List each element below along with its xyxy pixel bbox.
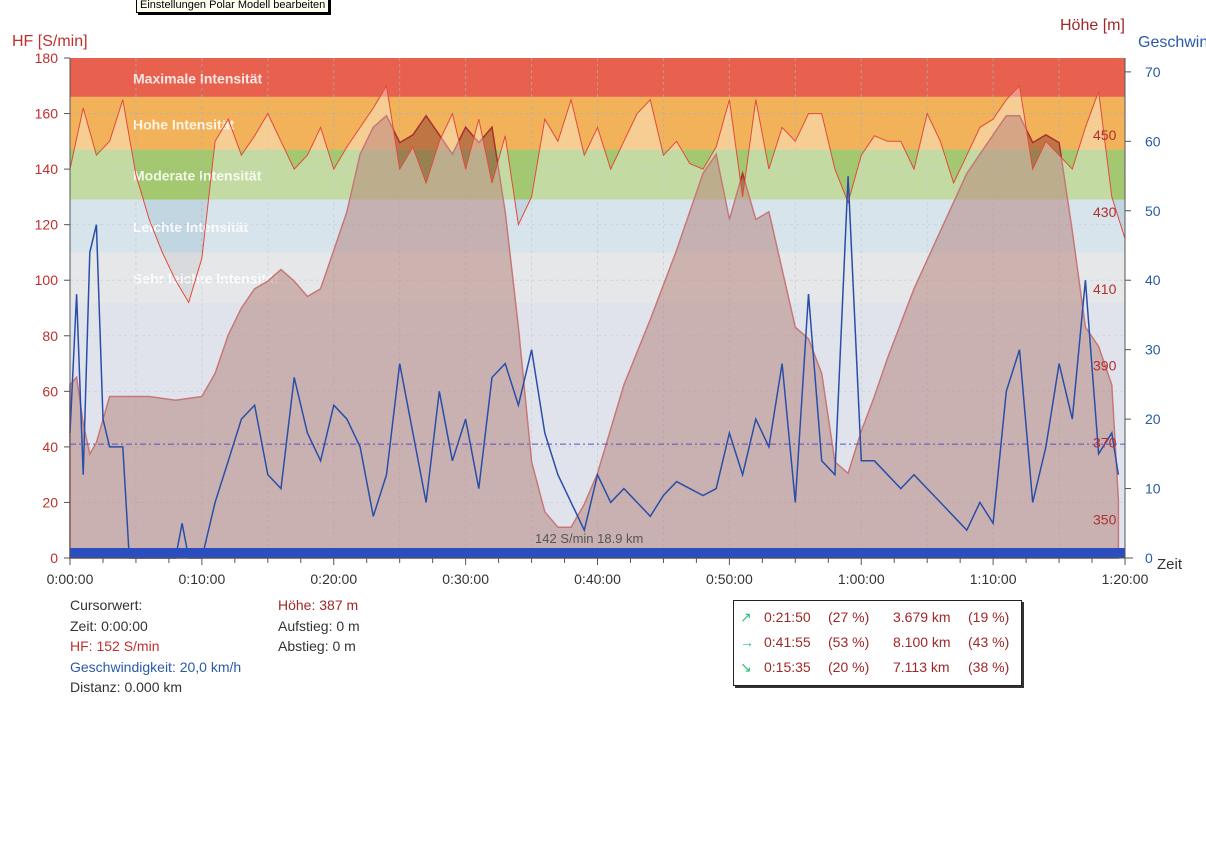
altitude-tick-label: 350 <box>1093 512 1117 528</box>
cursor-speed: Geschwindigkeit: 20,0 km/h <box>70 658 242 675</box>
speed-tick-label: 60 <box>1145 133 1161 149</box>
time-tick-label: 0:00:00 <box>47 571 94 587</box>
hf-area <box>69 84 1126 559</box>
summary-km-pct: (19 %) <box>968 609 1010 625</box>
time-tick-label: 0:40:00 <box>574 571 621 587</box>
cursor-zeit: Zeit: 0:00:00 <box>70 617 148 634</box>
cursor-aufstieg: Aufstieg: 0 m <box>278 617 360 634</box>
summary-row: ↘ 0:15:35 (20 %) 7.113 km (38 %) <box>734 659 1021 679</box>
altitude-tick-label: 370 <box>1093 435 1117 451</box>
speed-tick-label: 70 <box>1145 64 1161 80</box>
time-tick-label: 0:50:00 <box>706 571 753 587</box>
footer-label: 142 S/min 18.9 km <box>535 531 643 546</box>
speed-tick-label: 10 <box>1145 481 1161 497</box>
speed-tick-label: 40 <box>1145 272 1161 288</box>
altitude-area <box>69 114 1120 559</box>
time-tick-label: 1:10:00 <box>970 571 1017 587</box>
hf-tick-label: 20 <box>42 494 58 510</box>
hf-tick-label: 100 <box>35 272 59 288</box>
speed-tick-label: 0 <box>1145 550 1153 566</box>
summary-time: 0:21:50 <box>764 609 811 625</box>
summary-time-pct: (20 %) <box>828 659 870 675</box>
time-tick-label: 1:00:00 <box>838 571 885 587</box>
summary-time-pct: (27 %) <box>828 609 870 625</box>
speed-tick-label: 20 <box>1145 411 1161 427</box>
zone-label: Maximale Intensität <box>133 70 262 86</box>
summary-row: ↗ 0:21:50 (27 %) 3.679 km (19 %) <box>734 609 1021 629</box>
time-tick-label: 0:20:00 <box>310 571 357 587</box>
zone-label: Moderate Intensität <box>133 168 262 184</box>
altitude-tick-label: 410 <box>1093 281 1117 297</box>
cursor-hoehe: Höhe: 387 m <box>278 597 359 613</box>
zone-label: Hohe Intensität <box>133 116 234 132</box>
summary-box: ↗ 0:21:50 (27 %) 3.679 km (19 %) → 0:41:… <box>733 600 1022 686</box>
hf-tick-label: 120 <box>35 217 59 233</box>
summary-km-pct: (38 %) <box>968 659 1010 675</box>
hf-tick-label: 180 <box>35 50 59 66</box>
time-tick-label: 1:20:00 <box>1102 571 1149 587</box>
zone-label: Sehr leichte Intensität <box>133 270 279 286</box>
arrow-up-icon: ↗ <box>740 609 752 625</box>
summary-km: 3.679 km <box>893 609 951 625</box>
tooltip: Einstellungen Polar Modell bearbeiten <box>136 0 330 13</box>
altitude-tick-label: 390 <box>1093 358 1117 374</box>
summary-time: 0:15:35 <box>764 659 811 675</box>
altitude-tick-label: 430 <box>1093 204 1117 220</box>
time-axis-title: Zeit <box>1157 556 1183 573</box>
time-tick-label: 0:10:00 <box>179 571 226 587</box>
footer-band <box>70 548 1125 558</box>
speed-tick-label: 50 <box>1145 203 1161 219</box>
speed-axis-title: Geschwin <box>1138 34 1206 51</box>
training-chart[interactable]: Maximale Intensität Hohe Intensität Modera… <box>0 0 1206 600</box>
summary-row: → 0:41:55 (53 %) 8.100 km (43 %) <box>734 634 1021 654</box>
summary-km-pct: (43 %) <box>968 634 1010 650</box>
summary-km: 7.113 km <box>893 659 950 675</box>
hf-axis-title: HF [S/min] <box>12 33 88 50</box>
cursor-info-left: Cursorwert: Zeit: 0:00:00 HF: 152 S/min … <box>70 595 241 698</box>
cursor-distanz: Distanz: 0.000 km <box>70 679 183 695</box>
speed-tick-label: 30 <box>1145 342 1161 358</box>
arrow-right-icon: → <box>740 634 754 650</box>
altitude-tick-label: 450 <box>1093 127 1117 143</box>
zone-label: Leichte Intensität <box>133 219 248 235</box>
hf-tick-label: 140 <box>35 161 59 177</box>
zone-band <box>70 96 1125 150</box>
summary-time-pct: (53 %) <box>828 634 870 650</box>
hf-tick-label: 80 <box>42 328 58 344</box>
time-tick-label: 0:30:00 <box>442 571 489 587</box>
cursor-abstieg: Abstieg: 0 m <box>278 638 356 654</box>
cursor-hf: HF: 152 S/min <box>70 638 160 654</box>
summary-time: 0:41:55 <box>764 634 811 650</box>
hoehe-axis-title: Höhe [m] <box>1060 17 1125 34</box>
hf-tick-label: 0 <box>50 550 58 566</box>
summary-km: 8.100 km <box>893 634 951 650</box>
hf-tick-label: 60 <box>42 383 58 399</box>
hf-tick-label: 40 <box>42 439 58 455</box>
cursor-info-right: Höhe: 387 m Aufstieg: 0 m Abstieg: 0 m <box>278 595 360 657</box>
hf-tick-label: 160 <box>35 106 59 122</box>
arrow-down-icon: ↘ <box>740 659 752 675</box>
cursor-heading: Cursorwert: <box>70 597 143 613</box>
